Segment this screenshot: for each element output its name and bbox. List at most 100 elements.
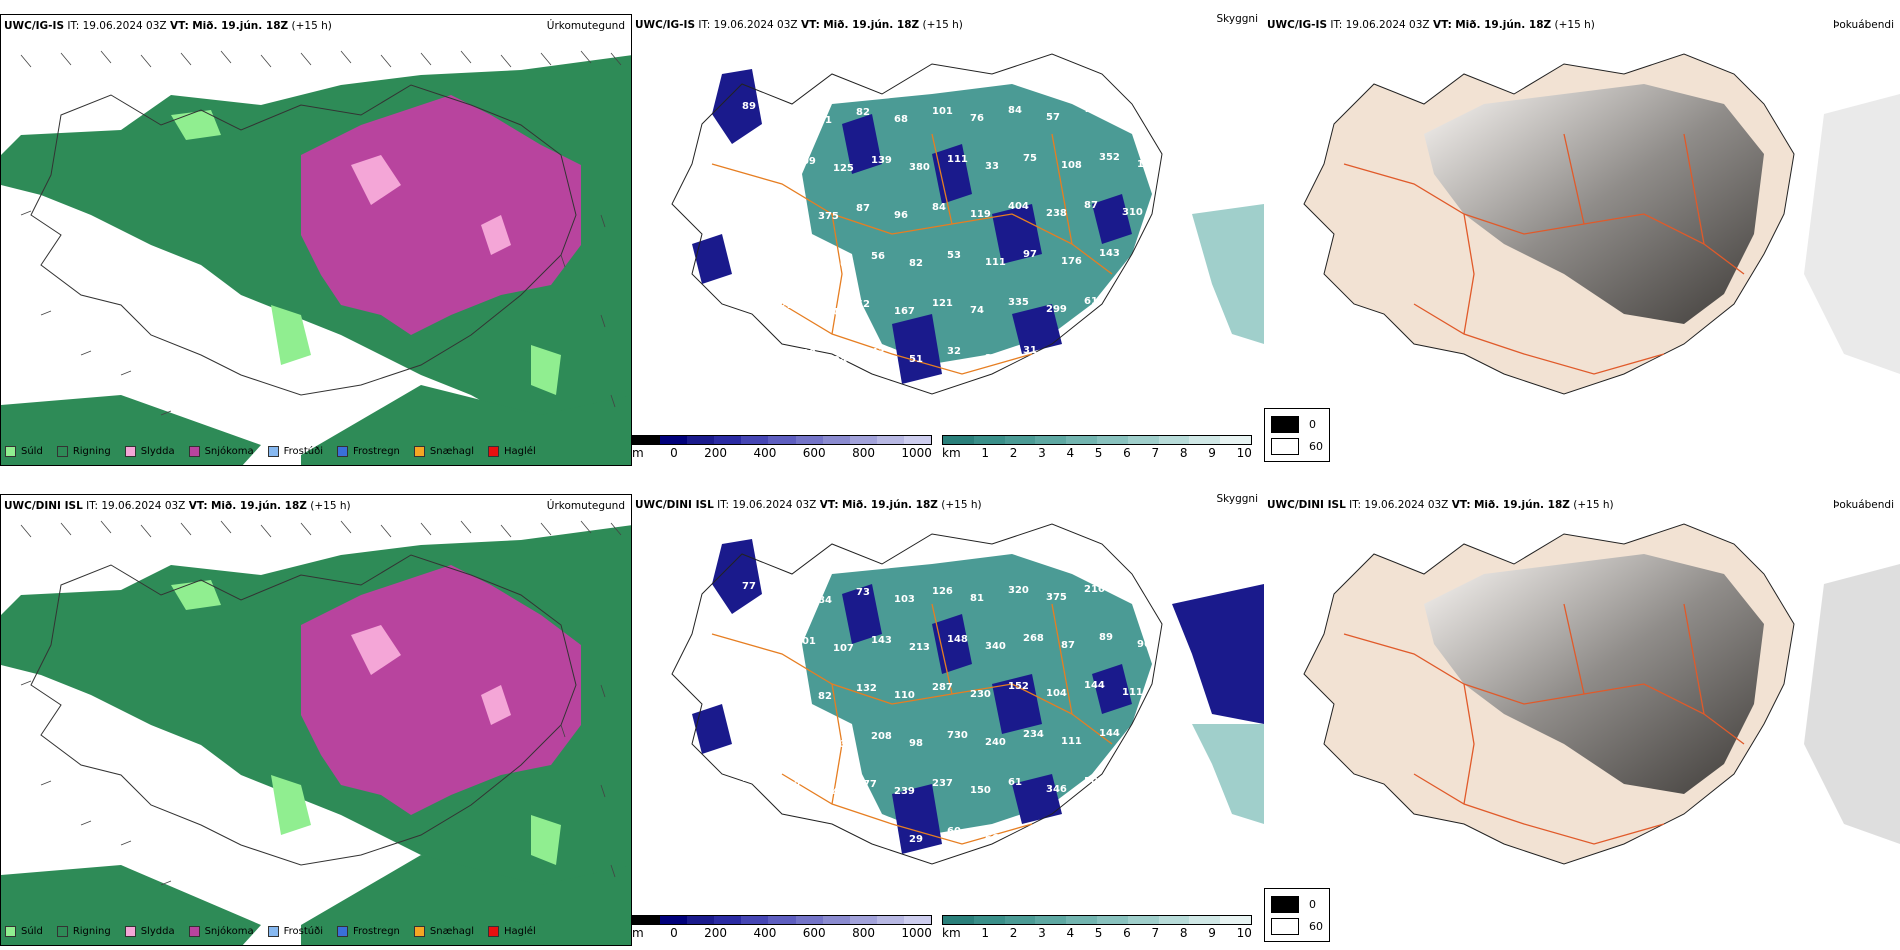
ceiling-value-label: 111 <box>947 154 968 165</box>
ceiling-value-label: 82 <box>818 691 832 702</box>
ceiling-value-label: 358 <box>742 677 763 688</box>
fog-panel-row0: UWC/IG-IS IT: 19.06.2024 03Z VT: Mið. 19… <box>1264 14 1900 466</box>
ceiling-value-label: 250 <box>757 245 778 256</box>
ceiling-value-label: 234 <box>1023 729 1044 740</box>
tick-label: 6 <box>1123 926 1131 940</box>
teal-offshore <box>1192 204 1264 344</box>
tick-label: 10 <box>1236 926 1252 940</box>
fog-legend: 0 60 <box>1264 408 1330 462</box>
precip-map-row1 <box>1 495 631 945</box>
ceiling-value-label: 87 <box>1061 640 1075 651</box>
ceiling-value-label: 26 <box>757 149 771 160</box>
legend-item: Snjókoma <box>188 926 254 937</box>
panel-title: UWC/IG-IS IT: 19.06.2024 03Z VT: Mið. 19… <box>635 19 963 31</box>
ceiling-value-label: 320 <box>1008 585 1029 596</box>
ceiling-value-label: 208 <box>871 731 892 742</box>
legend-item: Haglél <box>488 446 536 457</box>
visibility-scale-labels: km 1 2 3 4 5 6 7 8 9 10 <box>942 446 1252 460</box>
sleet-patches <box>351 625 511 725</box>
legend-item: Rigning <box>56 926 111 937</box>
tick-label: 1000 <box>901 446 932 460</box>
visibility-unit: km <box>942 446 961 460</box>
ceiling-value-label: 107 <box>833 643 854 654</box>
low-ceiling-patches <box>692 539 1132 854</box>
legend-item: 60 <box>1271 435 1323 457</box>
precip-map-row0 <box>1 15 631 465</box>
teal-visibility-area <box>802 84 1152 364</box>
ceiling-value-label: 111 <box>985 257 1006 268</box>
legend-item: 0 <box>1271 413 1323 435</box>
road-network <box>1343 133 1745 375</box>
precip-legend: Súld Rigning Slydda Snjókoma Frostúði Fr… <box>5 926 536 937</box>
ceiling-value-label: 73 <box>856 587 870 598</box>
ceiling-value-label: 346 <box>1046 784 1067 795</box>
ceiling-scale-bar <box>632 915 932 925</box>
ceiling-value-label: 387 <box>780 204 801 215</box>
ceiling-value-label: 239 <box>894 786 915 797</box>
ceiling-value-label: 112 <box>780 108 801 119</box>
ceiling-value-label: 75 <box>1023 153 1037 164</box>
visibility-scale-bar <box>942 915 1252 925</box>
legend-item: Súld <box>5 446 43 457</box>
ceiling-value-label: 380 <box>909 162 930 173</box>
visibility-scale: km 1 2 3 4 5 6 7 8 9 10 <box>942 915 1252 940</box>
legend-item: Frostregn <box>337 926 400 937</box>
teal-offshore <box>1192 724 1264 824</box>
ceiling-value-label: 103 <box>894 594 915 605</box>
ceiling-value-label: 87 <box>856 203 870 214</box>
blue-offshore <box>1172 584 1264 724</box>
ceiling-value-label: 43 <box>757 821 771 832</box>
iceland-outline <box>30 84 577 396</box>
ceiling-value-label: 310 <box>1122 207 1143 218</box>
fog-map-row1 <box>1303 523 1900 865</box>
ceiling-value-label: 79 <box>1122 111 1136 122</box>
tick-label: 3 <box>1038 446 1046 460</box>
legend-item: Frostúði <box>267 446 323 457</box>
tick-label: 0 <box>670 446 678 460</box>
panel-title: UWC/DINI ISL IT: 19.06.2024 03Z VT: Mið.… <box>4 500 351 512</box>
tick-label: 8 <box>1179 446 1188 460</box>
ceiling-value-label: 272 <box>757 629 778 640</box>
ceiling-label-group: 77 82 84 73 103 126 81 320 375 216 316 272 201 107 143… <box>742 581 1158 846</box>
rain-southeast <box>301 855 631 945</box>
ceiling-value-label: 139 <box>871 155 892 166</box>
ceiling-value-label: 84 <box>1008 105 1022 116</box>
legend-item: 0 <box>1271 893 1323 915</box>
tick-label: 5 <box>1094 926 1103 940</box>
tick-label: 400 <box>753 446 777 460</box>
ceiling-value-label: 51 <box>909 354 923 365</box>
visibility-scale: km 1 2 3 4 5 6 7 8 9 10 <box>942 435 1252 460</box>
tick-label: 2 <box>1009 926 1018 940</box>
legend-item: Slydda <box>124 446 175 457</box>
tick-label: 7 <box>1151 926 1160 940</box>
ceiling-value-label: 144 <box>1084 680 1105 691</box>
ceiling-value-label: 220 <box>780 300 801 311</box>
cloud-panel-row0: 89 112 71 82 68 101 76 84 57 72 79 26 209 125 139 380 11… <box>632 14 1264 466</box>
visibility-scale-bar <box>942 435 1252 445</box>
ceiling-value-label: 143 <box>1099 248 1120 259</box>
ceiling-value-label: 79 <box>742 197 756 208</box>
ceiling-value-label: 74 <box>970 305 984 316</box>
ceiling-scale-bar <box>632 435 932 445</box>
ceiling-value-label: 240 <box>985 737 1006 748</box>
ceiling-value-label: 39 <box>833 835 847 846</box>
ceiling-value-label: 268 <box>1023 633 1044 644</box>
fog-legend: 0 60 <box>1264 888 1330 942</box>
legend-item: Snæhagl <box>413 446 474 457</box>
ceiling-value-label: 56 <box>871 251 885 262</box>
ceiling-value-label: 98 <box>909 738 923 749</box>
ceiling-value-label: 184 <box>818 787 839 798</box>
ceiling-value-label: 148 <box>947 634 968 645</box>
ceiling-value-label: 53 <box>947 250 961 261</box>
variable-label: Skyggni <box>1216 494 1259 505</box>
tick-label: 1 <box>981 446 989 460</box>
tick-label: 5 <box>1094 446 1103 460</box>
ceiling-value-label: 48 <box>757 341 771 352</box>
variable-label: Úrkomutegund <box>546 500 625 512</box>
variable-label: Þokuábendi <box>1833 19 1894 31</box>
offshore-fog <box>1804 564 1900 844</box>
ceiling-value-label: 61 <box>1084 296 1098 307</box>
precip-legend: Súld Rigning Slydda Snjókoma Frostúði Fr… <box>5 446 536 457</box>
fog-panel-row1: UWC/DINI ISL IT: 19.06.2024 03Z VT: Mið.… <box>1264 494 1900 946</box>
ceiling-value-label: 404 <box>1008 201 1029 212</box>
